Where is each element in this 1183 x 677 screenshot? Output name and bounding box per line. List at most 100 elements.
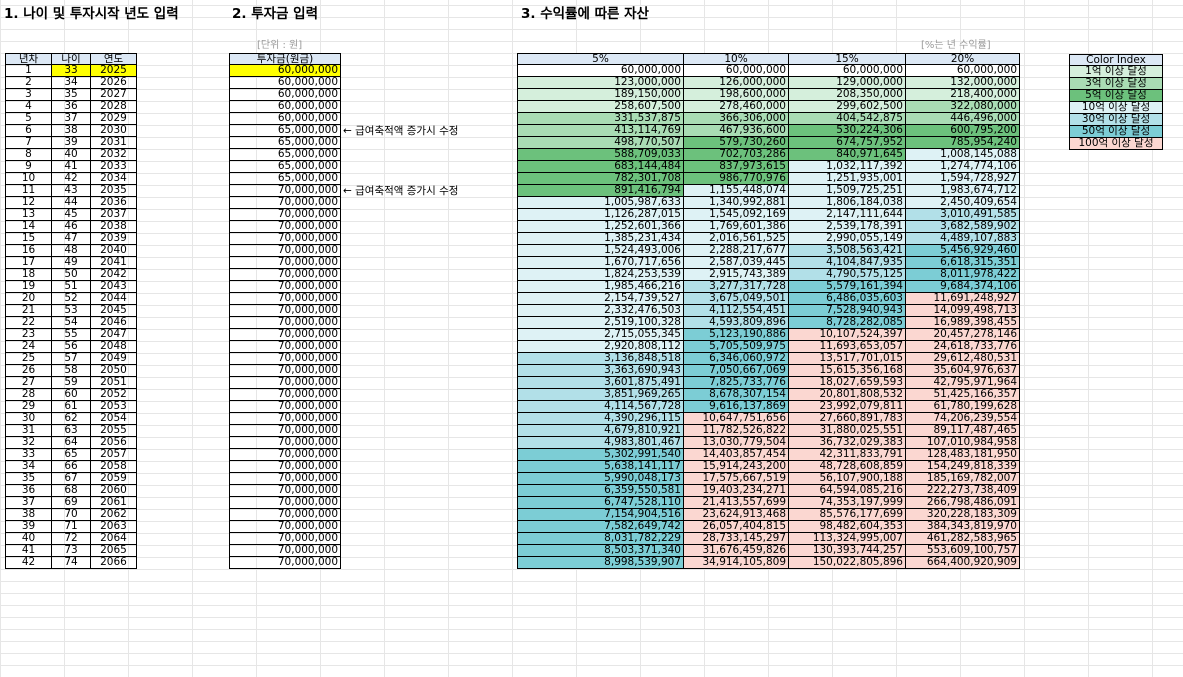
asset-value-cell[interactable]: 26,057,404,815 bbox=[684, 521, 789, 533]
investment-cell[interactable]: 70,000,000 bbox=[229, 377, 341, 389]
asset-value-cell[interactable]: 13,517,701,015 bbox=[789, 353, 906, 365]
investment-cell[interactable]: 70,000,000 bbox=[229, 437, 341, 449]
asset-value-cell[interactable]: 1,126,287,015 bbox=[517, 209, 684, 221]
asset-value-cell[interactable]: 8,031,782,229 bbox=[517, 533, 684, 545]
asset-value-cell[interactable]: 13,030,779,504 bbox=[684, 437, 789, 449]
year-index-cell[interactable]: 1 bbox=[5, 65, 52, 77]
asset-value-cell[interactable]: 198,600,000 bbox=[684, 89, 789, 101]
rate-header-4[interactable]: 20% bbox=[906, 53, 1020, 65]
year-index-cell[interactable]: 19 bbox=[5, 281, 52, 293]
year-index-cell[interactable]: 16 bbox=[5, 245, 52, 257]
asset-value-cell[interactable]: 15,615,356,168 bbox=[789, 365, 906, 377]
asset-value-cell[interactable]: 7,825,733,776 bbox=[684, 377, 789, 389]
investment-cell[interactable]: 70,000,000 bbox=[229, 521, 341, 533]
year-cell[interactable]: 2026 bbox=[91, 77, 137, 89]
asset-value-cell[interactable]: 782,301,708 bbox=[517, 173, 684, 185]
age-cell[interactable]: 39 bbox=[52, 137, 91, 149]
year-index-cell[interactable]: 6 bbox=[5, 125, 52, 137]
investment-cell[interactable]: 65,000,000 bbox=[229, 149, 341, 161]
header-cell[interactable]: 년차 bbox=[5, 53, 52, 65]
year-cell[interactable]: 2036 bbox=[91, 197, 137, 209]
year-cell[interactable]: 2043 bbox=[91, 281, 137, 293]
asset-value-cell[interactable]: 553,609,100,757 bbox=[906, 545, 1020, 557]
investment-cell[interactable]: 70,000,000 bbox=[229, 509, 341, 521]
asset-value-cell[interactable]: 384,343,819,970 bbox=[906, 521, 1020, 533]
asset-value-cell[interactable]: 60,000,000 bbox=[789, 65, 906, 77]
asset-value-cell[interactable]: 4,112,554,451 bbox=[684, 305, 789, 317]
asset-value-cell[interactable]: 154,249,818,339 bbox=[906, 461, 1020, 473]
invest-header-cell[interactable]: 투자금(원금) bbox=[229, 53, 341, 65]
asset-value-cell[interactable]: 130,393,744,257 bbox=[789, 545, 906, 557]
investment-cell[interactable]: 65,000,000 bbox=[229, 137, 341, 149]
age-cell[interactable]: 60 bbox=[52, 389, 91, 401]
investment-cell[interactable]: 70,000,000 bbox=[229, 365, 341, 377]
asset-value-cell[interactable]: 3,010,491,585 bbox=[906, 209, 1020, 221]
year-index-cell[interactable]: 15 bbox=[5, 233, 52, 245]
year-cell[interactable]: 2050 bbox=[91, 365, 137, 377]
year-index-cell[interactable]: 36 bbox=[5, 485, 52, 497]
year-cell[interactable]: 2032 bbox=[91, 149, 137, 161]
asset-value-cell[interactable]: 446,496,000 bbox=[906, 113, 1020, 125]
investment-cell[interactable]: 70,000,000 bbox=[229, 557, 341, 569]
asset-value-cell[interactable]: 7,582,649,742 bbox=[517, 521, 684, 533]
investment-cell[interactable]: 70,000,000 bbox=[229, 209, 341, 221]
year-cell[interactable]: 2028 bbox=[91, 101, 137, 113]
age-cell[interactable]: 57 bbox=[52, 353, 91, 365]
asset-value-cell[interactable]: 98,482,604,353 bbox=[789, 521, 906, 533]
age-cell[interactable]: 53 bbox=[52, 305, 91, 317]
age-cell[interactable]: 74 bbox=[52, 557, 91, 569]
age-cell[interactable]: 38 bbox=[52, 125, 91, 137]
investment-cell[interactable]: 70,000,000 bbox=[229, 281, 341, 293]
year-cell[interactable]: 2060 bbox=[91, 485, 137, 497]
asset-value-cell[interactable]: 2,154,739,527 bbox=[517, 293, 684, 305]
asset-value-cell[interactable]: 34,914,105,809 bbox=[684, 557, 789, 569]
year-index-cell[interactable]: 32 bbox=[5, 437, 52, 449]
asset-value-cell[interactable]: 4,983,801,467 bbox=[517, 437, 684, 449]
year-index-cell[interactable]: 7 bbox=[5, 137, 52, 149]
asset-value-cell[interactable]: 6,346,060,972 bbox=[684, 353, 789, 365]
year-index-cell[interactable]: 41 bbox=[5, 545, 52, 557]
asset-value-cell[interactable]: 123,000,000 bbox=[517, 77, 684, 89]
year-cell[interactable]: 2041 bbox=[91, 257, 137, 269]
asset-value-cell[interactable]: 4,679,810,921 bbox=[517, 425, 684, 437]
age-cell[interactable]: 35 bbox=[52, 89, 91, 101]
year-cell[interactable]: 2062 bbox=[91, 509, 137, 521]
year-index-cell[interactable]: 3 bbox=[5, 89, 52, 101]
asset-value-cell[interactable]: 3,136,848,518 bbox=[517, 353, 684, 365]
age-cell[interactable]: 56 bbox=[52, 341, 91, 353]
asset-value-cell[interactable]: 24,618,733,776 bbox=[906, 341, 1020, 353]
asset-value-cell[interactable]: 2,288,217,677 bbox=[684, 245, 789, 257]
asset-value-cell[interactable]: 1,252,601,366 bbox=[517, 221, 684, 233]
age-cell[interactable]: 68 bbox=[52, 485, 91, 497]
age-cell[interactable]: 61 bbox=[52, 401, 91, 413]
year-index-cell[interactable]: 25 bbox=[5, 353, 52, 365]
investment-cell[interactable]: 70,000,000 bbox=[229, 317, 341, 329]
asset-value-cell[interactable]: 891,416,794 bbox=[517, 185, 684, 197]
asset-value-cell[interactable]: 7,528,940,943 bbox=[789, 305, 906, 317]
year-index-cell[interactable]: 28 bbox=[5, 389, 52, 401]
asset-value-cell[interactable]: 129,000,000 bbox=[789, 77, 906, 89]
asset-value-cell[interactable]: 600,795,200 bbox=[906, 125, 1020, 137]
age-cell[interactable]: 49 bbox=[52, 257, 91, 269]
asset-value-cell[interactable]: 23,992,079,811 bbox=[789, 401, 906, 413]
asset-value-cell[interactable]: 5,990,048,173 bbox=[517, 473, 684, 485]
age-cell[interactable]: 46 bbox=[52, 221, 91, 233]
asset-value-cell[interactable]: 21,413,557,699 bbox=[684, 497, 789, 509]
asset-value-cell[interactable]: 2,715,055,345 bbox=[517, 329, 684, 341]
asset-value-cell[interactable]: 10,647,751,656 bbox=[684, 413, 789, 425]
year-cell[interactable]: 2053 bbox=[91, 401, 137, 413]
asset-value-cell[interactable]: 1,824,253,539 bbox=[517, 269, 684, 281]
year-index-cell[interactable]: 11 bbox=[5, 185, 52, 197]
year-index-cell[interactable]: 10 bbox=[5, 173, 52, 185]
year-index-cell[interactable]: 38 bbox=[5, 509, 52, 521]
year-index-cell[interactable]: 40 bbox=[5, 533, 52, 545]
asset-value-cell[interactable]: 3,851,969,265 bbox=[517, 389, 684, 401]
asset-value-cell[interactable]: 89,117,487,465 bbox=[906, 425, 1020, 437]
age-cell[interactable]: 40 bbox=[52, 149, 91, 161]
year-cell[interactable]: 2065 bbox=[91, 545, 137, 557]
investment-cell[interactable]: 65,000,000 bbox=[229, 161, 341, 173]
asset-value-cell[interactable]: 2,539,178,391 bbox=[789, 221, 906, 233]
asset-value-cell[interactable]: 51,425,166,357 bbox=[906, 389, 1020, 401]
asset-value-cell[interactable]: 1,005,987,633 bbox=[517, 197, 684, 209]
year-index-cell[interactable]: 23 bbox=[5, 329, 52, 341]
